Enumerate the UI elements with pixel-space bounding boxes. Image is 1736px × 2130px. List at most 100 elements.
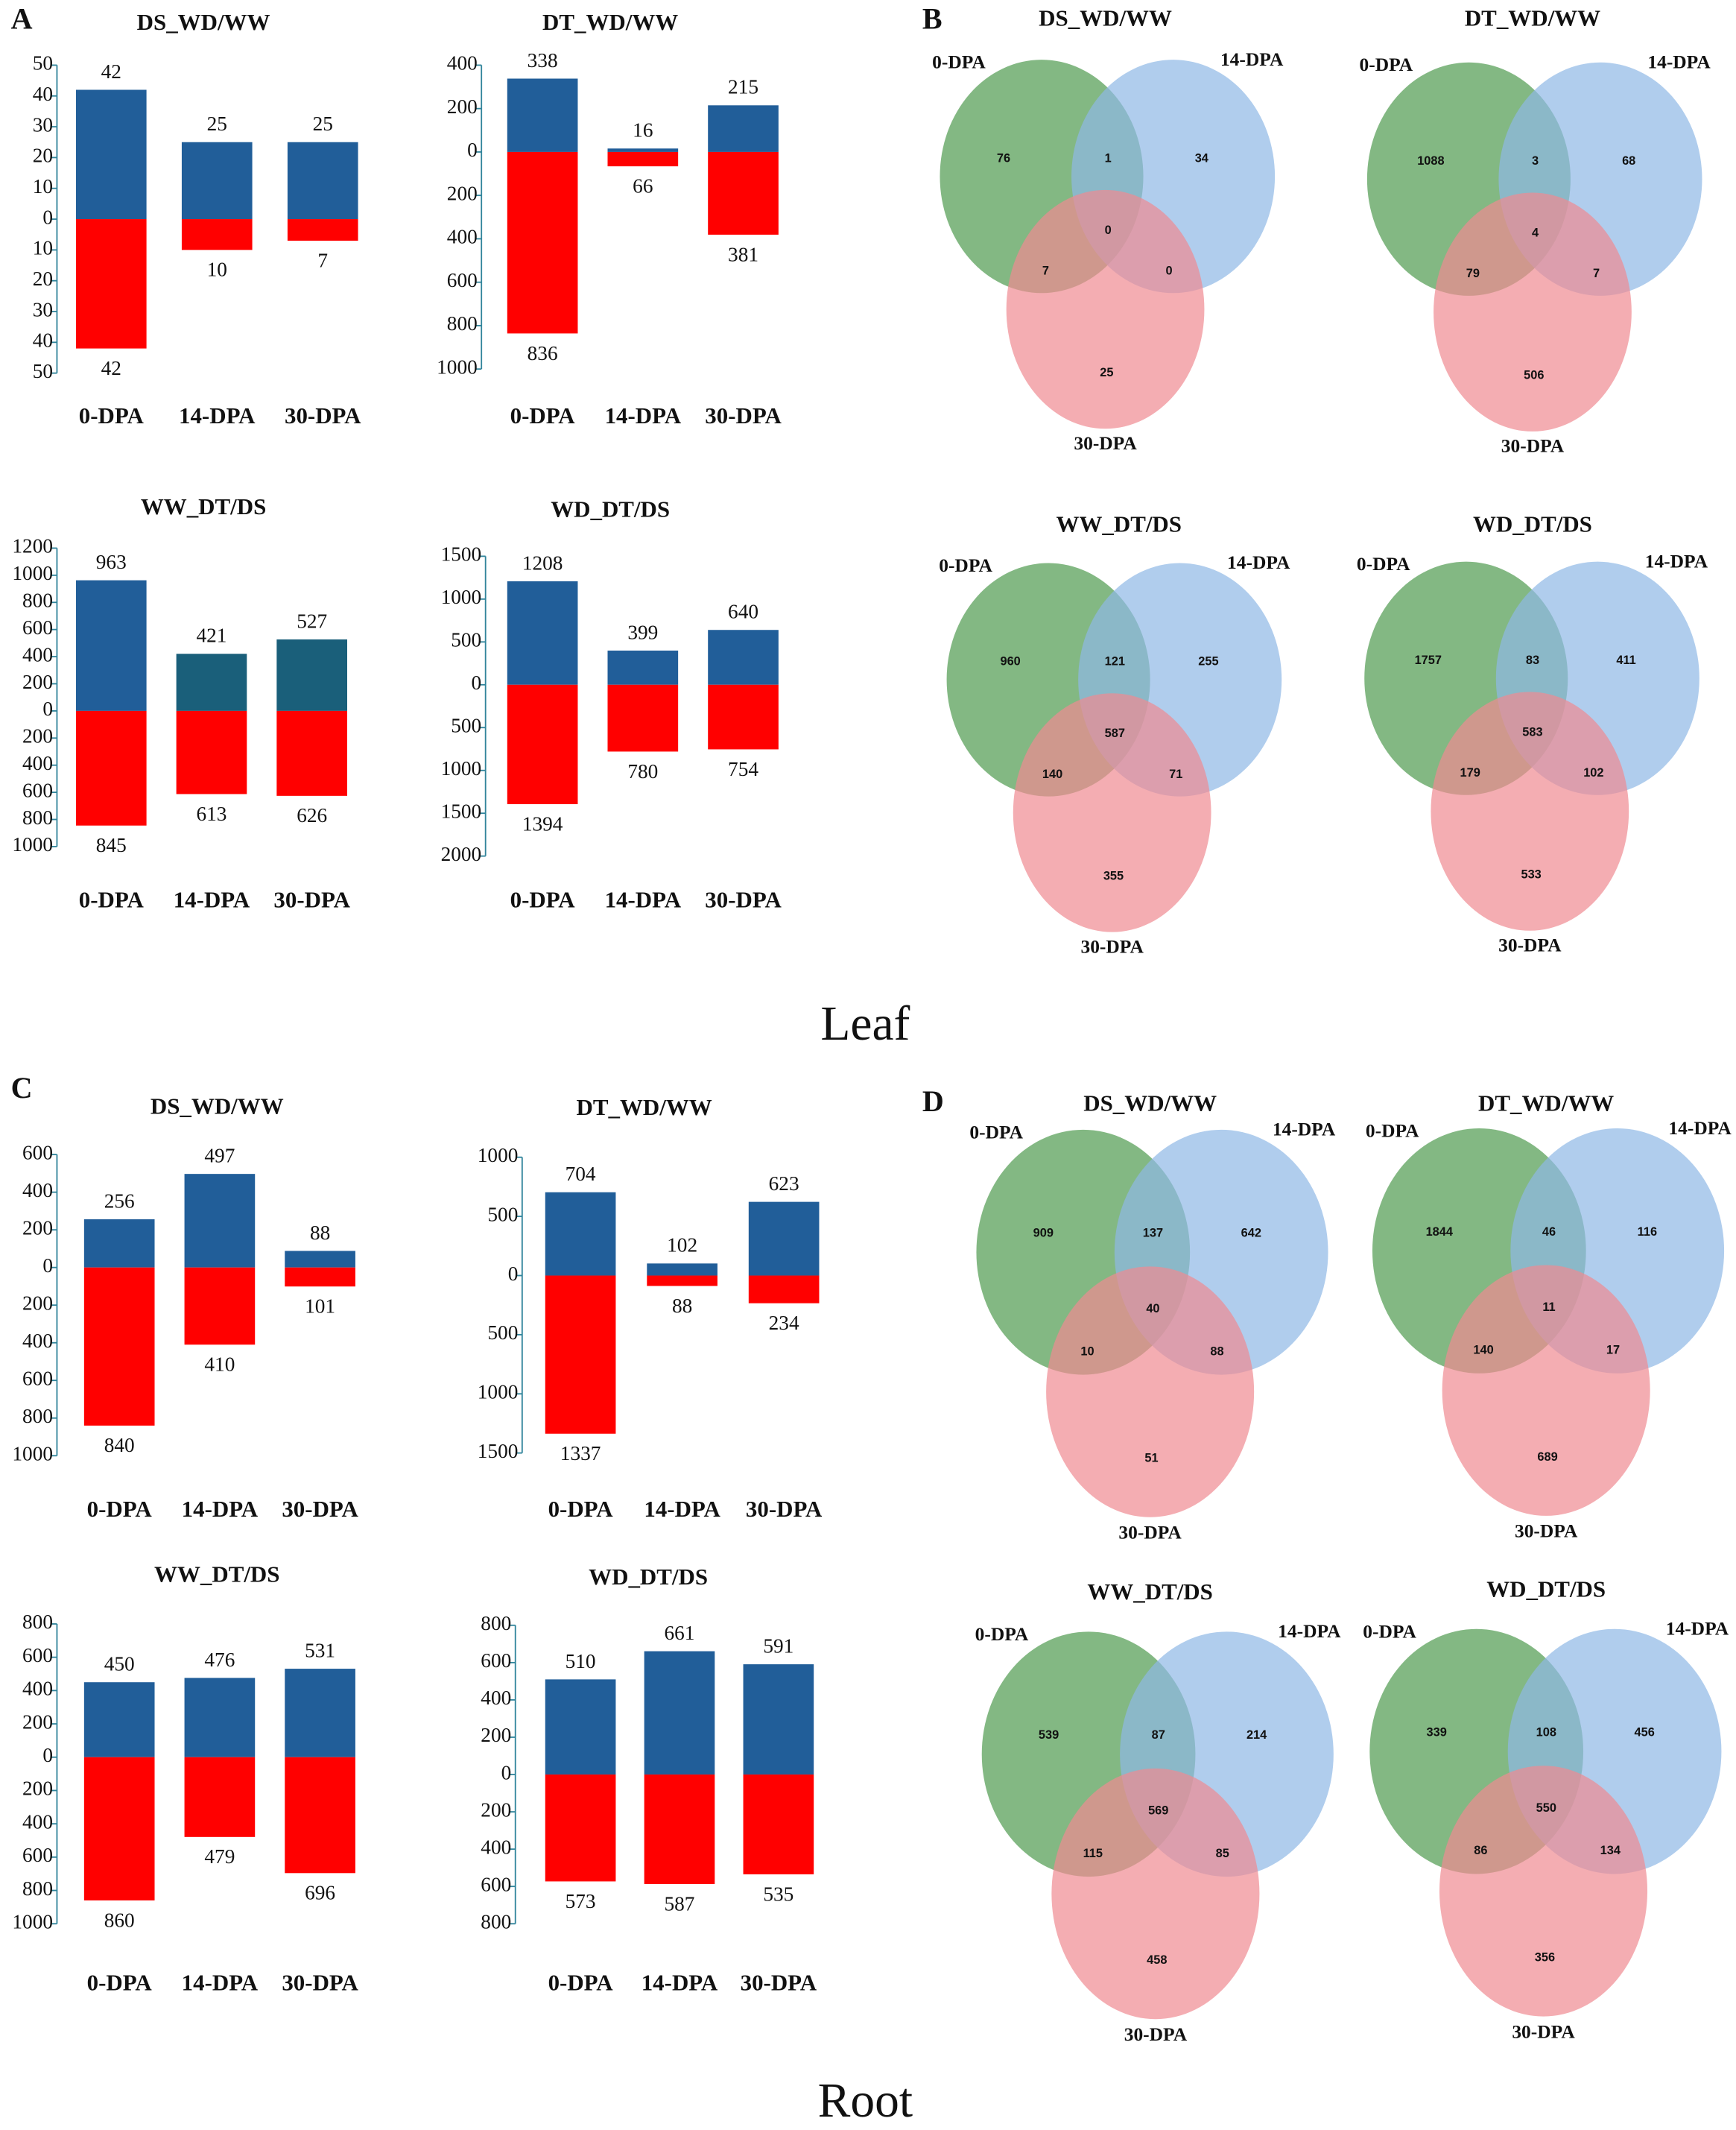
- region-count: 411: [1616, 654, 1635, 667]
- y-tick-label: 600: [481, 1873, 511, 1895]
- bar: [184, 1678, 256, 1757]
- y-tick-label: 50: [33, 52, 53, 75]
- value-label: 421: [196, 625, 226, 647]
- region-count: 137: [1143, 1227, 1163, 1240]
- region-count: 0: [1105, 224, 1112, 237]
- venn-circle: [1013, 693, 1211, 932]
- bar: [743, 1664, 814, 1775]
- bar: [708, 684, 779, 750]
- bar: [176, 654, 247, 711]
- chart-title: DS_WD/WW: [151, 1093, 284, 1119]
- value-label: 7: [317, 249, 328, 271]
- y-tick-label: 400: [22, 1179, 53, 1201]
- y-tick-label: 1000: [478, 1144, 519, 1166]
- y-tick-label: 400: [447, 226, 478, 248]
- region-count: 88: [1210, 1344, 1223, 1358]
- x-tick-label: 14-DPA: [642, 1969, 718, 1995]
- tissue-label: Leaf: [820, 997, 910, 1051]
- region-count: 3: [1532, 154, 1539, 168]
- value-label: 840: [104, 1434, 135, 1456]
- value-label: 704: [566, 1163, 596, 1185]
- value-label: 497: [204, 1145, 235, 1167]
- chart-title: DS_WD/WW: [1039, 4, 1172, 31]
- y-tick-label: 800: [22, 1405, 53, 1427]
- bar: [647, 1275, 717, 1286]
- x-tick-label: 14-DPA: [182, 1969, 259, 1995]
- value-label: 613: [196, 803, 226, 825]
- y-tick-label: 800: [481, 1612, 511, 1634]
- region-count: 121: [1105, 655, 1125, 669]
- region-count: 40: [1146, 1302, 1159, 1315]
- bar: [181, 142, 253, 220]
- set-label: 0-DPA: [932, 51, 986, 72]
- set-label: 14-DPA: [1220, 48, 1284, 70]
- region-count: 960: [1000, 655, 1020, 669]
- value-label: 381: [728, 243, 758, 265]
- value-label: 510: [566, 1650, 596, 1672]
- panel-label: D: [922, 1084, 944, 1118]
- region-count: 214: [1246, 1728, 1267, 1742]
- y-tick-label: 600: [22, 1844, 53, 1866]
- y-tick-label: 600: [22, 779, 53, 801]
- value-label: 88: [310, 1222, 330, 1244]
- y-tick-label: 200: [22, 671, 53, 693]
- x-tick-label: 30-DPA: [282, 1496, 358, 1522]
- venn-circle: [1046, 1266, 1255, 1517]
- value-label: 10: [207, 259, 227, 281]
- y-tick-label: 1500: [478, 1440, 519, 1462]
- y-tick-label: 400: [22, 1330, 53, 1352]
- region-count: 11: [1542, 1301, 1555, 1314]
- region-count: 87: [1152, 1728, 1165, 1742]
- bar: [607, 151, 679, 167]
- x-tick-label: 0-DPA: [87, 1496, 153, 1522]
- value-label: 696: [305, 1882, 335, 1904]
- x-tick-label: 30-DPA: [282, 1969, 358, 1995]
- value-label: 479: [204, 1845, 235, 1868]
- x-tick-label: 30-DPA: [705, 887, 782, 913]
- region-count: 108: [1536, 1726, 1556, 1739]
- region-count: 909: [1033, 1227, 1054, 1240]
- region-count: 539: [1039, 1728, 1059, 1742]
- set-label: 30-DPA: [1512, 2020, 1575, 2042]
- panel-label: B: [922, 1, 943, 35]
- bar: [644, 1651, 715, 1775]
- y-tick-label: 1000: [437, 355, 478, 378]
- y-tick-label: 600: [447, 269, 478, 291]
- region-count: 569: [1148, 1804, 1168, 1818]
- x-tick-label: 0-DPA: [548, 1969, 614, 1995]
- value-label: 16: [633, 119, 653, 142]
- chart-title: WW_DT/DS: [1087, 1578, 1212, 1605]
- value-label: 399: [627, 621, 658, 643]
- value-label: 338: [528, 49, 558, 72]
- bar: [75, 219, 147, 349]
- value-label: 780: [627, 760, 658, 783]
- y-tick-label: 0: [501, 1761, 512, 1783]
- bar: [545, 1275, 616, 1434]
- value-label: 623: [769, 1172, 799, 1195]
- set-label: 30-DPA: [1118, 1521, 1182, 1543]
- y-tick-label: 400: [22, 752, 53, 774]
- value-label: 66: [633, 175, 653, 197]
- y-tick-label: 0: [42, 206, 53, 228]
- y-tick-label: 400: [447, 52, 478, 75]
- chart-title: DS_WD/WW: [1083, 1090, 1217, 1116]
- value-label: 661: [665, 1622, 695, 1644]
- bar: [276, 710, 347, 796]
- chart-title: DS_WD/WW: [137, 9, 270, 35]
- region-count: 533: [1521, 868, 1541, 881]
- set-label: 30-DPA: [1501, 435, 1565, 457]
- value-label: 256: [104, 1189, 135, 1212]
- y-tick-label: 1500: [441, 800, 482, 822]
- x-tick-label: 14-DPA: [179, 402, 256, 429]
- venn-circle: [1051, 1768, 1260, 2020]
- bar: [83, 1219, 155, 1268]
- set-label: 0-DPA: [1366, 1120, 1419, 1142]
- set-label: 14-DPA: [1666, 1617, 1729, 1639]
- panel-label: A: [11, 1, 33, 35]
- bar: [276, 639, 347, 711]
- x-tick-label: 0-DPA: [79, 887, 145, 913]
- bar: [83, 1682, 155, 1757]
- y-tick-label: 200: [447, 95, 478, 118]
- region-count: 140: [1042, 768, 1062, 781]
